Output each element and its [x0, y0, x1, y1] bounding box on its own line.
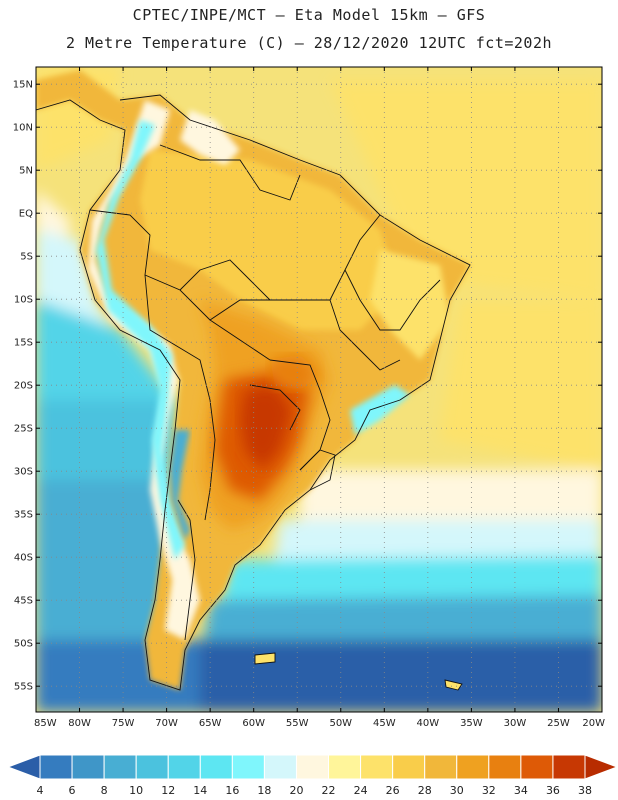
lon-tick-label: 25W: [547, 718, 570, 729]
latitude-labels: 15N 10N 5N EQ 5S 10S 15S 20S 25S 30S 35S 40S 45S 50S 5…: [13, 80, 33, 693]
lat-tick-label: 50S: [14, 639, 33, 650]
lat-tick-label: 40S: [14, 553, 33, 564]
ocean-temperature-bands: [36, 67, 602, 712]
colorbar-label: 24: [354, 784, 368, 797]
lon-tick-label: 55W: [286, 718, 309, 729]
colorbar-swatch: [39, 754, 73, 780]
lat-tick-label: 45S: [14, 596, 33, 607]
colorbar-swatch: [263, 754, 297, 780]
lon-tick-label: 65W: [199, 718, 222, 729]
colorbar-label: 20: [289, 784, 303, 797]
colorbar-label: 8: [101, 784, 108, 797]
colorbar-label: 38: [578, 784, 592, 797]
colorbar-swatch: [295, 754, 330, 780]
lon-tick-label: 80W: [68, 718, 91, 729]
colorbar-swatch: [456, 754, 490, 780]
colorbar-low-arrow: [6, 754, 41, 780]
colorbar-label: 36: [546, 784, 560, 797]
colorbar-label: 14: [193, 784, 207, 797]
temperature-map: 15N 10N 5N EQ 5S 10S 15S 20S 25S 30S 35S 40S 45S 50S 5…: [13, 66, 605, 729]
colorbar-swatch: [552, 754, 586, 780]
colorbar-swatch: [199, 754, 233, 780]
colorbar-label: 12: [161, 784, 175, 797]
colorbar-swatch: [520, 754, 554, 780]
colorbar-label: 18: [257, 784, 271, 797]
colorbar-label: 28: [418, 784, 432, 797]
colorbar-swatch: [71, 754, 105, 780]
colorbar-label: 16: [225, 784, 239, 797]
lon-tick-label: 35W: [460, 718, 483, 729]
lat-tick-label: 55S: [14, 682, 33, 693]
lat-tick-label: EQ: [19, 209, 33, 220]
colorbar-label: 10: [129, 784, 143, 797]
lon-tick-label: 70W: [155, 718, 178, 729]
colorbar-label: 26: [386, 784, 400, 797]
colorbar-label: 22: [322, 784, 336, 797]
colorbar-swatch: [167, 754, 201, 780]
colorbar-label: 6: [69, 784, 76, 797]
map-frame: [35, 66, 603, 713]
lon-tick-label: 75W: [112, 718, 135, 729]
lon-tick-label: 30W: [504, 718, 527, 729]
lat-tick-label: 15N: [13, 80, 33, 91]
lon-tick-label: 60W: [242, 718, 265, 729]
lat-tick-label: 35S: [14, 510, 33, 521]
title-line-1: CPTEC/INPE/MCT – Eta Model 15km – GFS: [132, 6, 486, 24]
colorbar-label: 34: [514, 784, 528, 797]
colorbar-swatch: [231, 754, 265, 780]
lon-tick-label: 45W: [373, 718, 396, 729]
colorbar-label: 4: [37, 784, 44, 797]
colorbar-label: 30: [450, 784, 464, 797]
longitude-labels: 85W 80W 75W 70W 65W 60W 55W 50W 45W 40W 35W 30W 25W 2…: [34, 718, 605, 729]
lat-tick-label: 10N: [13, 123, 33, 134]
colorbar-swatch: [488, 754, 522, 780]
lat-tick-label: 25S: [14, 424, 33, 435]
title-line-2: 2 Metre Temperature (C) – 28/12/2020 12U…: [65, 34, 553, 52]
colorbar-swatch: [135, 754, 169, 780]
lon-tick-label: 20W: [582, 718, 605, 729]
lat-tick-label: 5N: [19, 166, 33, 177]
colorbar-swatch: [424, 754, 458, 780]
lon-tick-label: 85W: [34, 718, 57, 729]
lat-tick-label: 5S: [20, 252, 33, 263]
colorbar-label: 32: [482, 784, 496, 797]
coastline-borders: [36, 94, 471, 691]
colorbar-swatch: [392, 754, 426, 780]
colorbar-high-arrow: [584, 754, 618, 780]
colorbar-swatch: [328, 754, 362, 780]
lat-tick-label: 10S: [14, 295, 33, 306]
axis-ticks: [35, 67, 603, 712]
lon-tick-label: 40W: [417, 718, 440, 729]
lat-tick-label: 30S: [14, 467, 33, 478]
colorbar-swatch: [103, 754, 137, 780]
lon-tick-label: 50W: [329, 718, 352, 729]
lat-tick-label: 15S: [14, 338, 33, 349]
lat-tick-label: 20S: [14, 381, 33, 392]
colorbar-swatch: [360, 754, 394, 780]
